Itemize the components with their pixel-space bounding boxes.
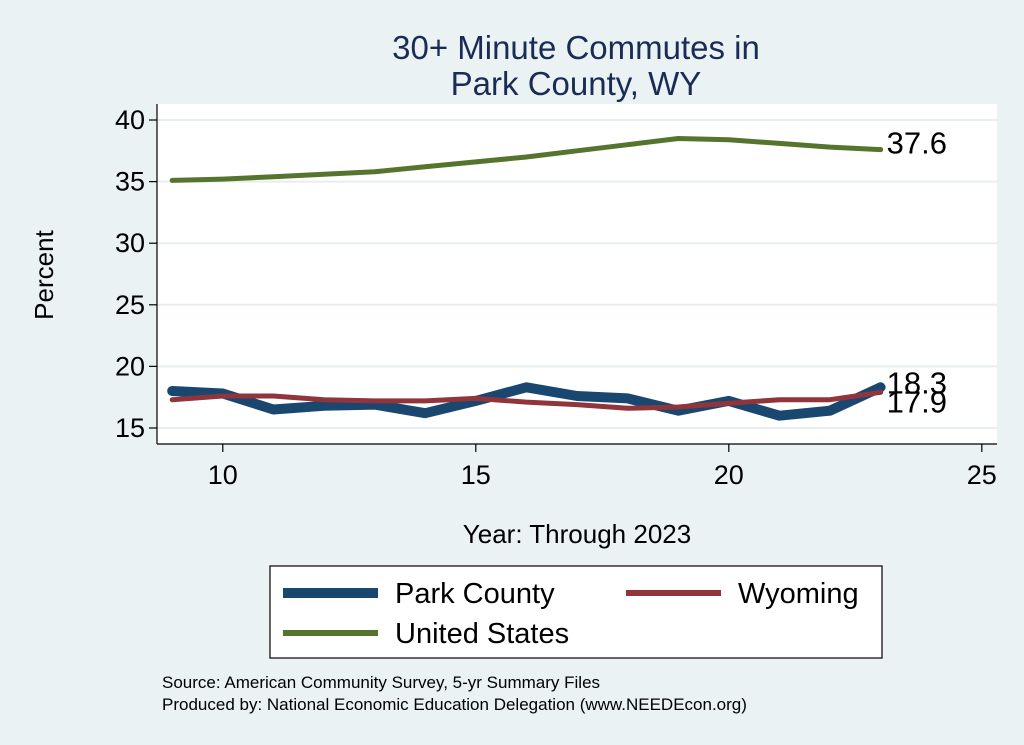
end-point-united-states — [878, 147, 884, 153]
legend-label-united-states: United States — [395, 618, 569, 650]
end-point-park-county — [878, 384, 884, 390]
chart-title-line-1: 30+ Minute Commutes in — [392, 29, 760, 66]
y-axis-title: Percent — [29, 229, 59, 319]
x-ticks: 10 15 20 25 — [208, 444, 997, 490]
x-tick-label-20: 20 — [714, 460, 744, 490]
end-labels: 37.6 18.317.9 — [887, 126, 947, 420]
legend-box — [269, 565, 883, 659]
y-tick-label-15: 15 — [115, 413, 145, 443]
y-tick-label-25: 25 — [115, 290, 145, 320]
x-tick-label-25: 25 — [967, 460, 997, 490]
chart-title-line-2: Park County, WY — [451, 65, 702, 102]
source-line-2: Produced by: National Economic Education… — [162, 695, 747, 714]
axes — [156, 104, 997, 445]
plot-area — [157, 104, 997, 444]
x-axis-title: Year: Through 2023 — [463, 519, 691, 549]
end-label-united-states: 37.6 — [887, 126, 947, 161]
grid-lines — [157, 119, 997, 429]
end-label-park-county: 18.3 — [887, 365, 947, 400]
end-point-wyoming — [878, 389, 884, 395]
source-line-1: Source: American Community Survey, 5-yr … — [162, 673, 600, 692]
series-line-wyoming — [169, 389, 884, 411]
x-tick-label-10: 10 — [208, 460, 238, 490]
y-tick-label-30: 30 — [115, 228, 145, 258]
series-line-park-county — [167, 382, 886, 421]
x-tick-label-15: 15 — [461, 460, 491, 490]
y-tick-label-20: 20 — [115, 351, 145, 381]
y-ticks: 15 20 25 30 35 40 — [115, 105, 157, 443]
series-line-united-states — [169, 136, 884, 183]
legend-label-park-county: Park County — [395, 578, 555, 610]
legend-label-wyoming: Wyoming — [738, 578, 859, 610]
y-tick-label-40: 40 — [115, 105, 145, 135]
series — [167, 136, 886, 421]
legend: Park County Wyoming United States — [269, 565, 883, 659]
y-tick-label-35: 35 — [115, 167, 145, 197]
end-label-wyoming: 17.9 — [887, 384, 947, 419]
